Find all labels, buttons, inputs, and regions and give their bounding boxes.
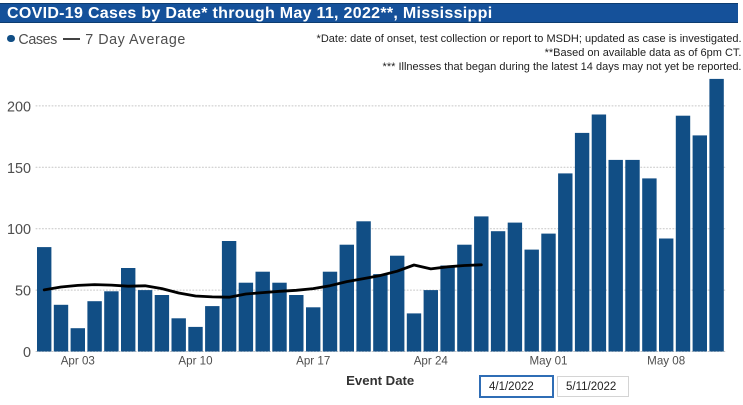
svg-text:Apr 03: Apr 03 bbox=[61, 354, 95, 367]
svg-text:200: 200 bbox=[7, 99, 31, 115]
svg-text:May 01: May 01 bbox=[529, 354, 567, 367]
svg-text:May 08: May 08 bbox=[647, 354, 685, 367]
svg-text:50: 50 bbox=[15, 284, 31, 300]
svg-text:0: 0 bbox=[23, 345, 31, 361]
svg-text:Apr 24: Apr 24 bbox=[414, 354, 449, 367]
svg-text:Apr 17: Apr 17 bbox=[296, 354, 330, 367]
svg-text:150: 150 bbox=[7, 161, 31, 177]
svg-text:100: 100 bbox=[7, 222, 31, 238]
svg-text:Apr 10: Apr 10 bbox=[178, 354, 212, 367]
